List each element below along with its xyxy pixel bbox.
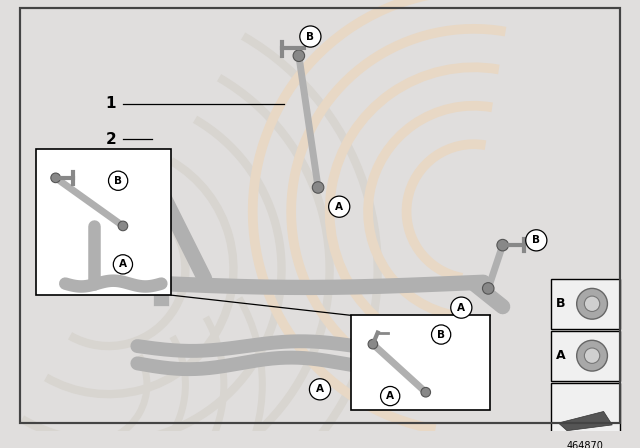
Circle shape: [381, 387, 400, 406]
Circle shape: [497, 239, 508, 251]
Circle shape: [329, 196, 350, 217]
Text: B: B: [532, 235, 540, 246]
Circle shape: [577, 289, 607, 319]
Circle shape: [584, 296, 600, 311]
Bar: [551, 279, 620, 329]
Bar: [351, 315, 490, 409]
Circle shape: [483, 283, 494, 294]
Text: 2: 2: [106, 132, 116, 147]
Circle shape: [584, 348, 600, 363]
Polygon shape: [559, 411, 612, 431]
Circle shape: [309, 379, 331, 400]
Circle shape: [312, 182, 324, 193]
Circle shape: [525, 230, 547, 251]
Circle shape: [421, 388, 431, 397]
Text: B: B: [114, 176, 122, 186]
Text: A: A: [119, 259, 127, 269]
Bar: [36, 149, 171, 295]
Circle shape: [51, 173, 60, 183]
Text: A: A: [556, 349, 565, 362]
Circle shape: [113, 255, 132, 274]
Text: A: A: [335, 202, 343, 212]
Text: 464870: 464870: [567, 441, 604, 448]
Circle shape: [431, 325, 451, 344]
Bar: [551, 383, 620, 433]
Text: A: A: [458, 303, 465, 313]
Circle shape: [293, 50, 305, 61]
Circle shape: [109, 171, 128, 190]
Text: 1: 1: [106, 96, 116, 111]
Circle shape: [300, 26, 321, 47]
Circle shape: [368, 339, 378, 349]
Text: B: B: [556, 297, 565, 310]
Circle shape: [577, 340, 607, 371]
Text: A: A: [316, 384, 324, 394]
Text: B: B: [307, 31, 314, 42]
Circle shape: [451, 297, 472, 318]
Text: A: A: [386, 391, 394, 401]
Circle shape: [118, 221, 128, 231]
Bar: [551, 331, 620, 381]
Text: B: B: [437, 330, 445, 340]
